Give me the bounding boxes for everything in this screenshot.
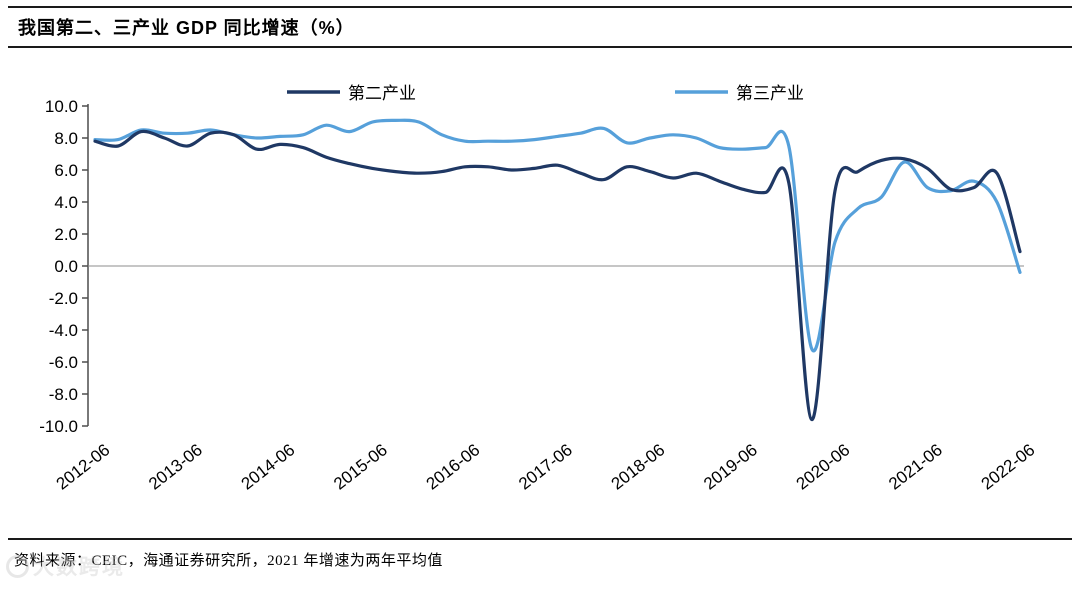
- top-rule: [8, 6, 1072, 8]
- y-tick-label: -4.0: [49, 321, 78, 340]
- page-title: 我国第二、三产业 GDP 同比增速（%）: [18, 18, 355, 38]
- x-tick-label: 2014-06: [238, 440, 299, 493]
- y-tick-label: -2.0: [49, 289, 78, 308]
- secondary-industry-line: [93, 129, 1022, 422]
- x-tick-label: 2022-06: [978, 440, 1039, 493]
- y-tick-label: -10.0: [39, 417, 78, 436]
- y-tick-label: -6.0: [49, 353, 78, 372]
- legend-label-tertiary-industry: 第三产业: [736, 84, 804, 103]
- source-note: 资料来源：CEIC，海通证券研究所，2021 年增速为两年平均值: [14, 553, 443, 569]
- gdp-growth-line-chart: 10.0 8.0 6.0 4.0 2.0 0.0 -2.0 -4.0 -6.0 -8.0 -10.0…: [0, 60, 1080, 535]
- y-tick-label: 10.0: [45, 97, 78, 116]
- x-tick-label: 2017-06: [515, 440, 576, 493]
- legend-label-secondary-industry: 第二产业: [348, 84, 416, 103]
- x-tick-label: 2018-06: [608, 440, 669, 493]
- x-tick-label: 2016-06: [423, 440, 484, 493]
- x-tick-label: 2019-06: [700, 440, 761, 493]
- footer-divider-rule: [8, 538, 1072, 540]
- y-tick-label: 2.0: [54, 225, 78, 244]
- x-tick-label: 2015-06: [330, 440, 391, 493]
- x-tick-label: 2021-06: [885, 440, 946, 493]
- x-tick-label: 2012-06: [53, 440, 114, 493]
- y-tick-label: 0.0: [54, 257, 78, 276]
- title-divider-rule: [8, 46, 1072, 48]
- y-tick-label: 8.0: [54, 129, 78, 148]
- y-tick-label: -8.0: [49, 385, 78, 404]
- tertiary-industry-line: [93, 118, 1022, 353]
- x-tick-label: 2020-06: [793, 440, 854, 493]
- chart-canvas: 10.0 8.0 6.0 4.0 2.0 0.0 -2.0 -4.0 -6.0 -8.0 -10.0…: [39, 84, 1039, 494]
- y-tick-label: 6.0: [54, 161, 78, 180]
- y-tick-label: 4.0: [54, 193, 78, 212]
- x-tick-label: 2013-06: [145, 440, 206, 493]
